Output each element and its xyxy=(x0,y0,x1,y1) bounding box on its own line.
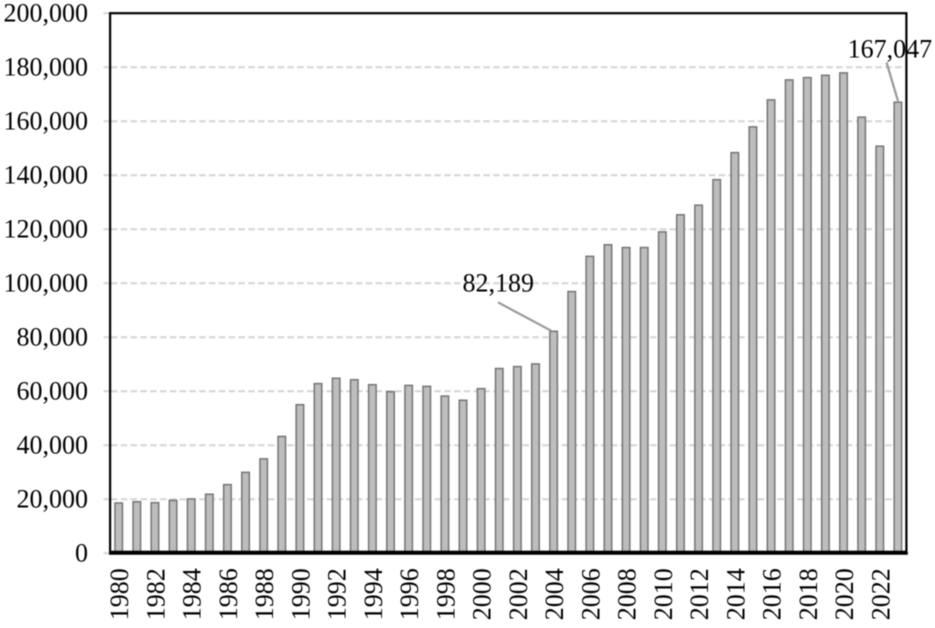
svg-text:160,000: 160,000 xyxy=(4,106,89,135)
svg-text:1990: 1990 xyxy=(286,568,315,620)
svg-text:0: 0 xyxy=(75,538,88,567)
svg-text:1988: 1988 xyxy=(250,568,279,620)
svg-text:100,000: 100,000 xyxy=(4,268,89,297)
svg-text:2002: 2002 xyxy=(504,568,533,620)
svg-text:1982: 1982 xyxy=(141,568,170,620)
svg-text:60,000: 60,000 xyxy=(17,376,89,405)
svg-text:2008: 2008 xyxy=(613,568,642,620)
svg-text:20,000: 20,000 xyxy=(17,484,89,513)
svg-text:140,000: 140,000 xyxy=(4,160,89,189)
svg-text:1998: 1998 xyxy=(431,568,460,620)
svg-text:2022: 2022 xyxy=(866,568,895,620)
svg-text:2000: 2000 xyxy=(468,568,497,620)
svg-text:1996: 1996 xyxy=(395,568,424,620)
svg-text:40,000: 40,000 xyxy=(17,430,89,459)
svg-text:82,189: 82,189 xyxy=(463,269,535,298)
svg-text:2020: 2020 xyxy=(830,568,859,620)
svg-text:2014: 2014 xyxy=(721,568,750,620)
svg-text:1986: 1986 xyxy=(214,568,243,620)
svg-text:1992: 1992 xyxy=(323,568,352,620)
svg-text:167,047: 167,047 xyxy=(848,35,933,64)
svg-text:1994: 1994 xyxy=(359,568,388,620)
svg-text:2016: 2016 xyxy=(758,568,787,620)
svg-text:2012: 2012 xyxy=(685,568,714,620)
svg-text:2010: 2010 xyxy=(649,568,678,620)
svg-text:2018: 2018 xyxy=(794,568,823,620)
svg-text:1980: 1980 xyxy=(105,568,134,620)
svg-text:200,000: 200,000 xyxy=(4,0,89,27)
svg-text:120,000: 120,000 xyxy=(4,214,89,243)
svg-text:2006: 2006 xyxy=(576,568,605,620)
svg-text:2004: 2004 xyxy=(540,568,569,620)
svg-text:1984: 1984 xyxy=(178,568,207,620)
svg-text:80,000: 80,000 xyxy=(17,322,89,351)
svg-text:180,000: 180,000 xyxy=(4,52,89,81)
